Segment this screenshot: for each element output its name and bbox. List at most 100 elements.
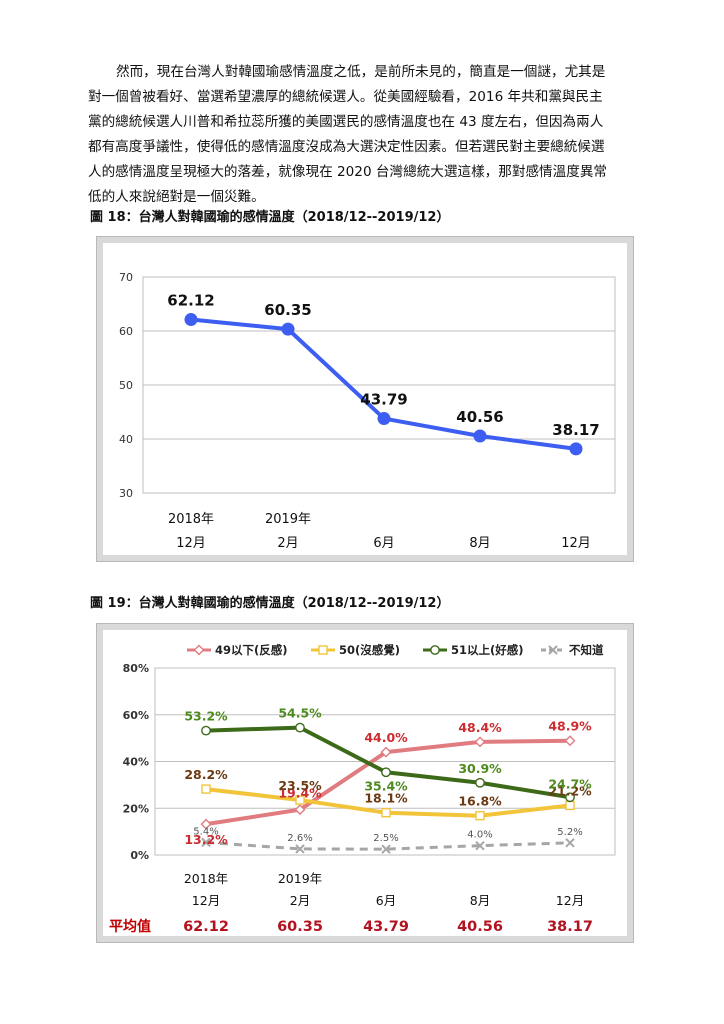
x-tick-label: 12月 (192, 893, 220, 908)
data-point (377, 412, 391, 426)
y-tick-label: 40% (123, 756, 149, 769)
x-tick-label: 8月 (470, 893, 490, 908)
y-tick-label: 30 (119, 487, 133, 500)
x-tick-year-label: 2018年 (184, 871, 228, 886)
x-tick-label: 2月 (277, 536, 298, 551)
paragraph-line-2: 對一個曾被看好、當選希望濃厚的總統候選人。從美國經驗看，2016 年共和黨與民主 (88, 89, 603, 105)
x-tick-label: 6月 (376, 893, 396, 908)
paragraph-line-1: 然而，現在台灣人對韓國瑜感情溫度之低，是前所未見的，簡直是一個謎，尤其是 (116, 64, 606, 80)
data-label: 60.35 (264, 301, 311, 319)
data-label: 24.7% (548, 776, 592, 791)
body-paragraph: 然而，現在台灣人對韓國瑜感情溫度之低，是前所未見的，簡直是一個謎，尤其是 對一個… (88, 60, 648, 210)
data-point (569, 442, 583, 456)
figure-18-title: 圖 18：台灣人對韓國瑜的感情溫度（2018/12--2019/12） (90, 210, 450, 225)
data-label: 21.2% (548, 783, 592, 798)
x-tick-year-label: 2018年 (168, 512, 214, 527)
data-point (565, 838, 575, 848)
data-point (565, 800, 575, 811)
data-point (295, 844, 305, 854)
paragraph-line-6: 低的人來說絕對是一個災難。 (88, 189, 265, 205)
y-tick-label: 20% (123, 802, 149, 815)
data-label: 44.0% (364, 730, 408, 745)
y-tick-label: 50 (119, 379, 133, 392)
data-label: 2.6% (287, 833, 312, 844)
data-point (295, 795, 305, 805)
data-label: 23.5% (278, 778, 322, 793)
data-point (548, 645, 558, 655)
y-tick-label: 70 (119, 271, 133, 284)
series-line (190, 317, 577, 451)
data-label: 28.2% (184, 767, 228, 782)
data-label: 54.5% (278, 706, 322, 721)
data-point (201, 725, 211, 736)
data-point (381, 767, 391, 778)
data-label: 35.4% (364, 778, 408, 793)
data-point (430, 645, 440, 655)
average-value: 38.17 (547, 919, 593, 935)
data-label: 30.9% (458, 761, 502, 776)
data-point (565, 792, 575, 803)
x-tick-year-label: 2019年 (265, 512, 311, 527)
figure-19-title: 圖 19：台灣人對韓國瑜的感情溫度（2018/12--2019/12） (90, 596, 450, 611)
figure-19-frame: 0% 20% 40% 60% 80% 13.2% 19.4% 44.0% 48.4% 48.9% 2… (96, 623, 634, 943)
data-point (201, 784, 211, 794)
average-value: 62.12 (183, 919, 229, 935)
x-tick-label: 12月 (561, 536, 591, 551)
data-point (381, 807, 391, 818)
data-label: 18.1% (364, 791, 408, 806)
data-label: 48.4% (458, 720, 502, 735)
x-tick-label: 2月 (290, 893, 310, 908)
figure-19-chart: 0% 20% 40% 60% 80% 13.2% 19.4% 44.0% 48.4% 48.9% 2… (109, 643, 616, 935)
data-label: 16.8% (458, 794, 502, 809)
data-label: 5.4% (193, 826, 218, 837)
data-point (294, 804, 306, 816)
y-tick-label: 80% (123, 662, 149, 675)
data-point (184, 313, 198, 327)
legend-label: 不知道 (569, 643, 604, 657)
average-value: 40.56 (457, 919, 503, 935)
data-point (475, 840, 485, 851)
average-value: 60.35 (277, 919, 323, 935)
figure-18-frame: 30 40 50 60 70 62.12 60.35 43.79 40.56 38.17 2018年… (96, 236, 634, 562)
data-point (381, 844, 391, 854)
data-point (201, 837, 211, 848)
data-label: 19.4% (278, 786, 322, 801)
x-tick-label: 8月 (469, 536, 490, 551)
data-label: 62.12 (167, 292, 214, 310)
data-point (473, 429, 487, 443)
x-tick-label: 6月 (373, 536, 394, 551)
series-line (205, 840, 571, 851)
data-point (281, 322, 295, 336)
x-tick-year-label: 2019年 (278, 871, 322, 886)
legend-label: 50(沒感覺) (339, 643, 400, 657)
data-label: 13.2% (184, 832, 228, 847)
y-tick-label: 60 (119, 325, 133, 338)
data-point (475, 777, 485, 788)
data-point (380, 746, 392, 758)
data-point (475, 811, 485, 821)
data-label: 38.17 (552, 421, 599, 439)
figure-18-chart: 30 40 50 60 70 62.12 60.35 43.79 40.56 38.17 2018年… (119, 271, 616, 551)
x-tick-label: 12月 (556, 893, 584, 908)
x-tick-label: 12月 (176, 536, 206, 551)
y-tick-label: 40 (119, 433, 133, 446)
data-label: 43.79 (360, 391, 407, 409)
data-point (564, 735, 576, 747)
data-label: 4.0% (467, 830, 492, 841)
data-point (295, 722, 305, 733)
average-value: 43.79 (363, 919, 409, 935)
data-point (193, 644, 205, 656)
data-point (200, 818, 212, 830)
legend-label: 49以下(反感) (215, 643, 288, 657)
paragraph-line-5: 人的感情溫度呈現極大的落差，就像現在 2020 台灣總統大選這樣，那對感情溫度異… (88, 164, 608, 180)
data-label: 53.2% (184, 709, 228, 724)
legend-label: 51以上(好感) (451, 643, 524, 657)
data-point (318, 645, 328, 655)
data-label: 5.2% (557, 827, 582, 838)
y-tick-label: 0% (130, 849, 149, 862)
y-tick-label: 60% (123, 709, 149, 722)
data-label: 2.5% (373, 833, 398, 844)
data-label: 40.56 (456, 408, 503, 426)
paragraph-line-4: 都有高度爭議性，使得低的感情溫度沒成為大選決定性因素。但若選民對主要總統候選 (88, 139, 605, 155)
paragraph-line-3: 黨的總統候選人川普和希拉蕊所獲的美國選民的感情溫度也在 43 度左右，但因為兩人 (88, 114, 604, 130)
